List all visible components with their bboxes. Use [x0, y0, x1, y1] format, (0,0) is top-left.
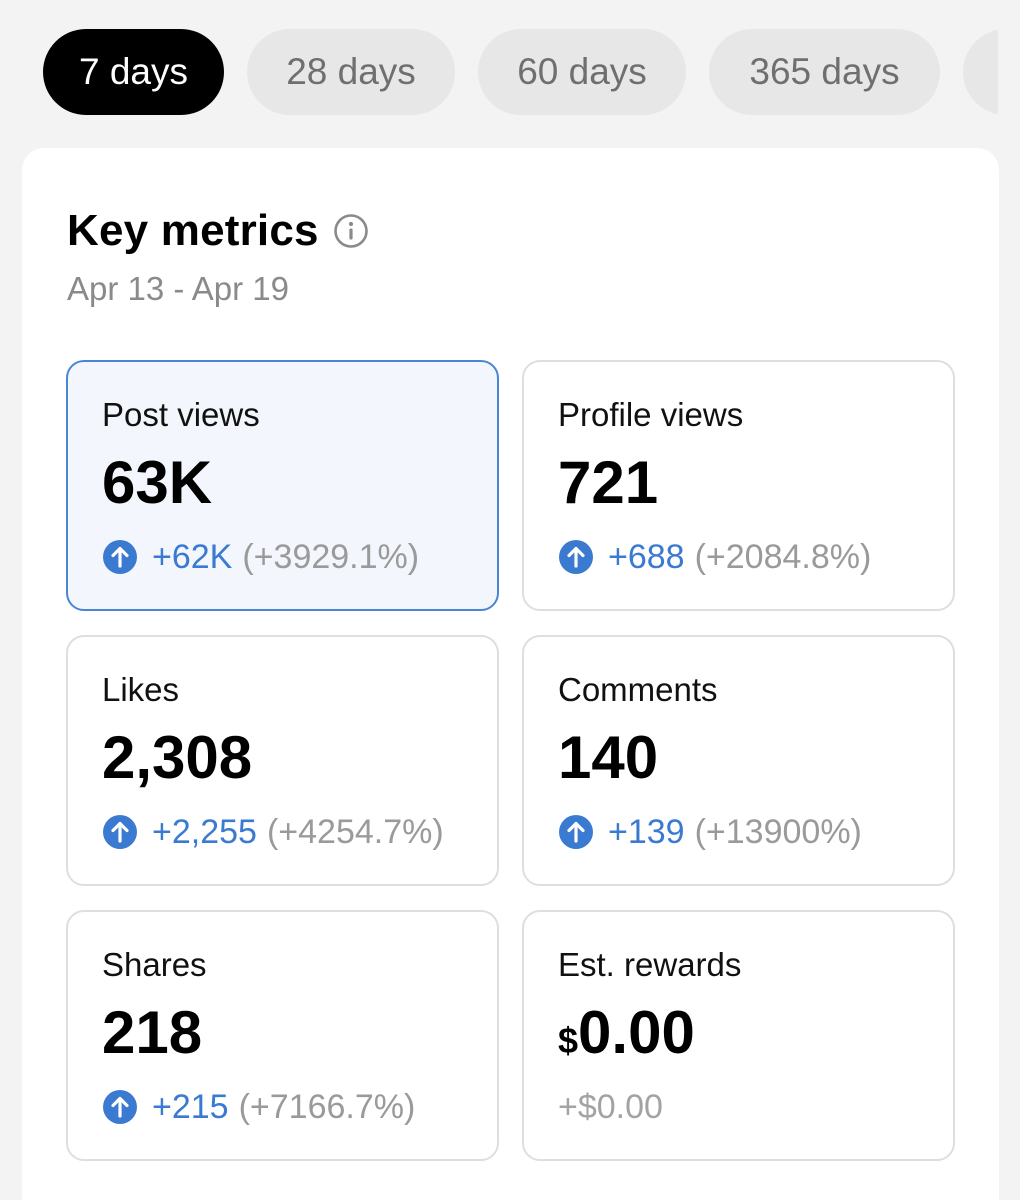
metric-card-comments[interactable]: Comments 140 +139 (+13900%): [522, 635, 955, 886]
arrow-up-circle-icon: [102, 539, 138, 575]
metric-card-profile-views[interactable]: Profile views 721 +688 (+2084.8%): [522, 360, 955, 611]
info-circle-icon[interactable]: [333, 213, 369, 249]
metric-label: Comments: [558, 671, 718, 708]
metric-value: $0.00: [558, 998, 695, 1076]
metric-value: 63K: [102, 449, 213, 516]
metric-delta: +688: [608, 538, 685, 576]
tab-28-days[interactable]: 28 days: [247, 29, 455, 115]
metric-label: Shares: [102, 946, 207, 983]
metric-percent: (+13900%): [694, 813, 862, 851]
metric-card-likes[interactable]: Likes 2,308 +2,255 (+4254.7%): [66, 635, 499, 886]
metric-delta: +$0.00: [558, 1088, 663, 1126]
arrow-up-circle-icon: [558, 814, 594, 850]
key-metrics-card: Key metrics Apr 13 - Apr 19 Post views 6…: [22, 148, 999, 1200]
metric-card-shares[interactable]: Shares 218 +215 (+7166.7%): [66, 910, 499, 1161]
metric-percent: (+4254.7%): [266, 813, 444, 851]
tab-60-days[interactable]: 60 days: [478, 29, 686, 115]
metric-label: Profile views: [558, 396, 744, 433]
arrow-up-circle-icon: [102, 1089, 138, 1125]
metric-value: 140: [558, 724, 659, 791]
date-range: Apr 13 - Apr 19: [67, 270, 289, 307]
metric-value-amount: 0.00: [578, 999, 695, 1066]
metric-value: 218: [102, 999, 203, 1066]
metric-card-post-views[interactable]: Post views 63K +62K (+3929.1%): [66, 360, 499, 611]
metric-change: +688 (+2084.8%): [558, 537, 871, 577]
metric-percent: (+2084.8%): [694, 538, 872, 576]
metric-percent: (+3929.1%): [242, 538, 420, 576]
period-tabs: 7 days 28 days 60 days 365 days C: [43, 29, 998, 115]
metric-value: 721: [558, 449, 659, 516]
key-metrics-heading: Key metrics: [67, 206, 369, 256]
currency-symbol: $: [558, 1020, 579, 1061]
metric-change: +62K (+3929.1%): [102, 537, 419, 577]
metric-delta: +215: [152, 1088, 229, 1126]
metric-delta: +62K: [152, 538, 233, 576]
tab-7-days[interactable]: 7 days: [43, 29, 224, 115]
metric-label: Likes: [102, 671, 180, 708]
tab-365-days[interactable]: 365 days: [709, 29, 940, 115]
metric-change: +2,255 (+4254.7%): [102, 812, 444, 852]
metric-label: Est. rewards: [558, 946, 742, 983]
metric-label: Post views: [102, 396, 260, 433]
metric-delta: +139: [608, 813, 685, 851]
tab-custom[interactable]: C: [963, 29, 998, 115]
arrow-up-circle-icon: [102, 814, 138, 850]
metric-value: 2,308: [102, 724, 253, 791]
metric-change: +$0.00: [558, 1087, 663, 1127]
metric-delta: +2,255: [152, 813, 257, 851]
metric-percent: (+7166.7%): [238, 1088, 416, 1126]
key-metrics-title: Key metrics: [67, 206, 319, 255]
metric-change: +215 (+7166.7%): [102, 1087, 415, 1127]
metric-change: +139 (+13900%): [558, 812, 862, 852]
metric-card-est-rewards[interactable]: Est. rewards $0.00 +$0.00: [522, 910, 955, 1161]
arrow-up-circle-icon: [558, 539, 594, 575]
